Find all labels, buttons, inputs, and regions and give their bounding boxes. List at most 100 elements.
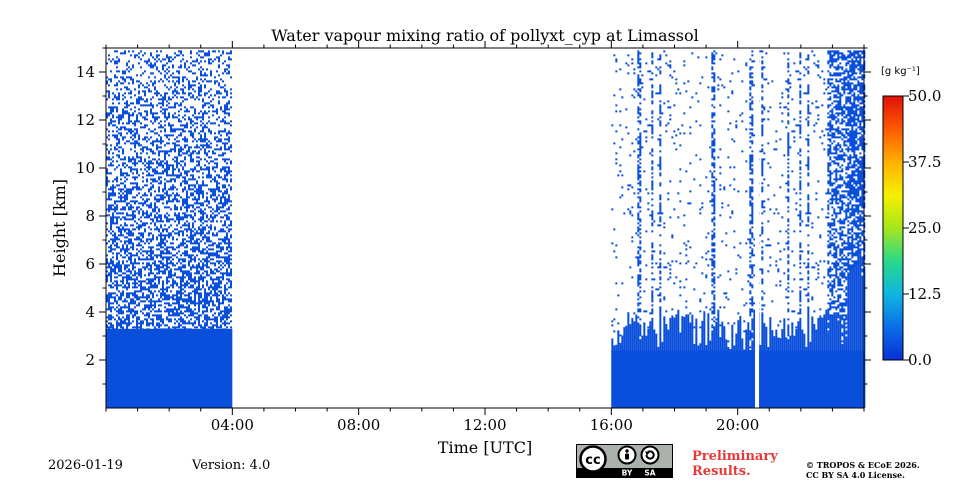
data-column bbox=[789, 335, 792, 408]
data-column bbox=[775, 329, 778, 408]
data-gap bbox=[755, 48, 760, 408]
data-column bbox=[647, 328, 650, 408]
data-column bbox=[855, 266, 858, 408]
data-column bbox=[861, 275, 864, 408]
data-column bbox=[697, 345, 700, 408]
data-column bbox=[703, 311, 706, 408]
data-column bbox=[695, 318, 698, 408]
plot-data-layer bbox=[106, 48, 866, 408]
data-column bbox=[817, 317, 820, 408]
colorbar-tick-label: 50.0 bbox=[908, 87, 941, 105]
data-column bbox=[735, 333, 738, 408]
data-column bbox=[747, 322, 750, 408]
data-column bbox=[705, 345, 708, 408]
colorbar-tick-label: 37.5 bbox=[908, 153, 941, 171]
data-column bbox=[669, 317, 672, 408]
data-column bbox=[673, 317, 676, 408]
cc-by-label: BY bbox=[622, 469, 633, 478]
x-tick-label: 16:00 bbox=[590, 416, 633, 434]
data-column bbox=[651, 317, 654, 408]
data-column bbox=[635, 314, 638, 408]
data-column bbox=[779, 338, 782, 408]
data-column bbox=[653, 329, 656, 408]
data-column bbox=[749, 349, 752, 408]
data-column bbox=[617, 331, 620, 408]
data-column bbox=[841, 343, 844, 408]
data-column bbox=[679, 332, 682, 408]
data-column bbox=[819, 315, 822, 408]
data-column bbox=[629, 324, 632, 408]
data-column bbox=[693, 343, 696, 408]
y-axis: 2 4 6 8 10 12 14 bbox=[76, 47, 871, 385]
y-tick-label: 14 bbox=[76, 63, 95, 81]
x-tick-label: 08:00 bbox=[337, 416, 380, 434]
data-column bbox=[709, 340, 712, 408]
data-column bbox=[829, 316, 832, 408]
data-column bbox=[631, 317, 634, 408]
data-column bbox=[655, 333, 658, 408]
x-axis: 04:00 08:00 12:00 16:00 20:00 bbox=[105, 41, 865, 434]
data-column bbox=[613, 345, 616, 408]
colorbar-tick-label: 0.0 bbox=[908, 351, 932, 369]
colorbar-tick-label: 12.5 bbox=[908, 285, 941, 303]
data-column bbox=[701, 320, 704, 408]
data-column bbox=[791, 322, 794, 408]
data-column bbox=[683, 316, 686, 408]
y-tick-label: 4 bbox=[85, 303, 95, 321]
data-column bbox=[843, 318, 846, 408]
data-column bbox=[727, 346, 730, 408]
cc-icon: cc bbox=[579, 445, 607, 473]
cc-icon-text: cc bbox=[585, 453, 600, 468]
data-column bbox=[689, 322, 692, 408]
data-column bbox=[737, 320, 740, 408]
data-column bbox=[751, 344, 754, 408]
data-column bbox=[793, 335, 796, 408]
y-tick-label: 12 bbox=[76, 111, 95, 129]
data-column bbox=[733, 345, 736, 408]
x-tick-label: 04:00 bbox=[211, 416, 254, 434]
data-column bbox=[731, 324, 734, 408]
data-column bbox=[713, 329, 716, 408]
data-column bbox=[801, 329, 804, 408]
data-column bbox=[657, 346, 660, 408]
data-column bbox=[677, 309, 680, 408]
data-column bbox=[809, 341, 812, 408]
data-column bbox=[619, 342, 622, 408]
data-column bbox=[743, 349, 746, 408]
data-column bbox=[835, 314, 838, 408]
data-column bbox=[825, 309, 828, 408]
data-column bbox=[837, 322, 840, 408]
copyright-line-2: CC BY SA 4.0 License. bbox=[806, 470, 905, 480]
data-column bbox=[785, 337, 788, 408]
by-icon bbox=[617, 445, 637, 465]
data-column bbox=[707, 313, 710, 408]
data-column bbox=[729, 348, 732, 408]
data-column bbox=[739, 316, 742, 408]
data-column bbox=[641, 335, 644, 408]
preliminary-line-2: Results. bbox=[692, 464, 751, 479]
preliminary-line-1: Preliminary bbox=[692, 449, 778, 464]
colorbar-tick-label: 25.0 bbox=[908, 219, 941, 237]
data-column bbox=[633, 321, 636, 408]
data-column bbox=[765, 326, 768, 408]
data-fill-segment bbox=[106, 328, 233, 408]
data-column bbox=[759, 344, 762, 408]
colorbar-ticks: 0.0 12.5 25.0 37.5 50.0 bbox=[903, 87, 941, 369]
cc-license-badge[interactable]: cc BY SA bbox=[576, 444, 673, 478]
data-column bbox=[627, 312, 630, 408]
data-column bbox=[773, 336, 776, 408]
data-column bbox=[625, 325, 628, 408]
data-column bbox=[645, 335, 648, 408]
data-column bbox=[621, 335, 624, 408]
colorbar bbox=[882, 95, 904, 361]
y-tick-label: 2 bbox=[85, 351, 95, 369]
data-column bbox=[851, 267, 854, 408]
data-column bbox=[675, 317, 678, 408]
data-column bbox=[725, 339, 728, 408]
data-speckle bbox=[106, 50, 232, 331]
data-column bbox=[687, 314, 690, 408]
data-column bbox=[831, 316, 834, 408]
data-column bbox=[761, 315, 764, 408]
sa-icon bbox=[640, 445, 660, 465]
x-axis-label: Time [UTC] bbox=[438, 438, 532, 457]
